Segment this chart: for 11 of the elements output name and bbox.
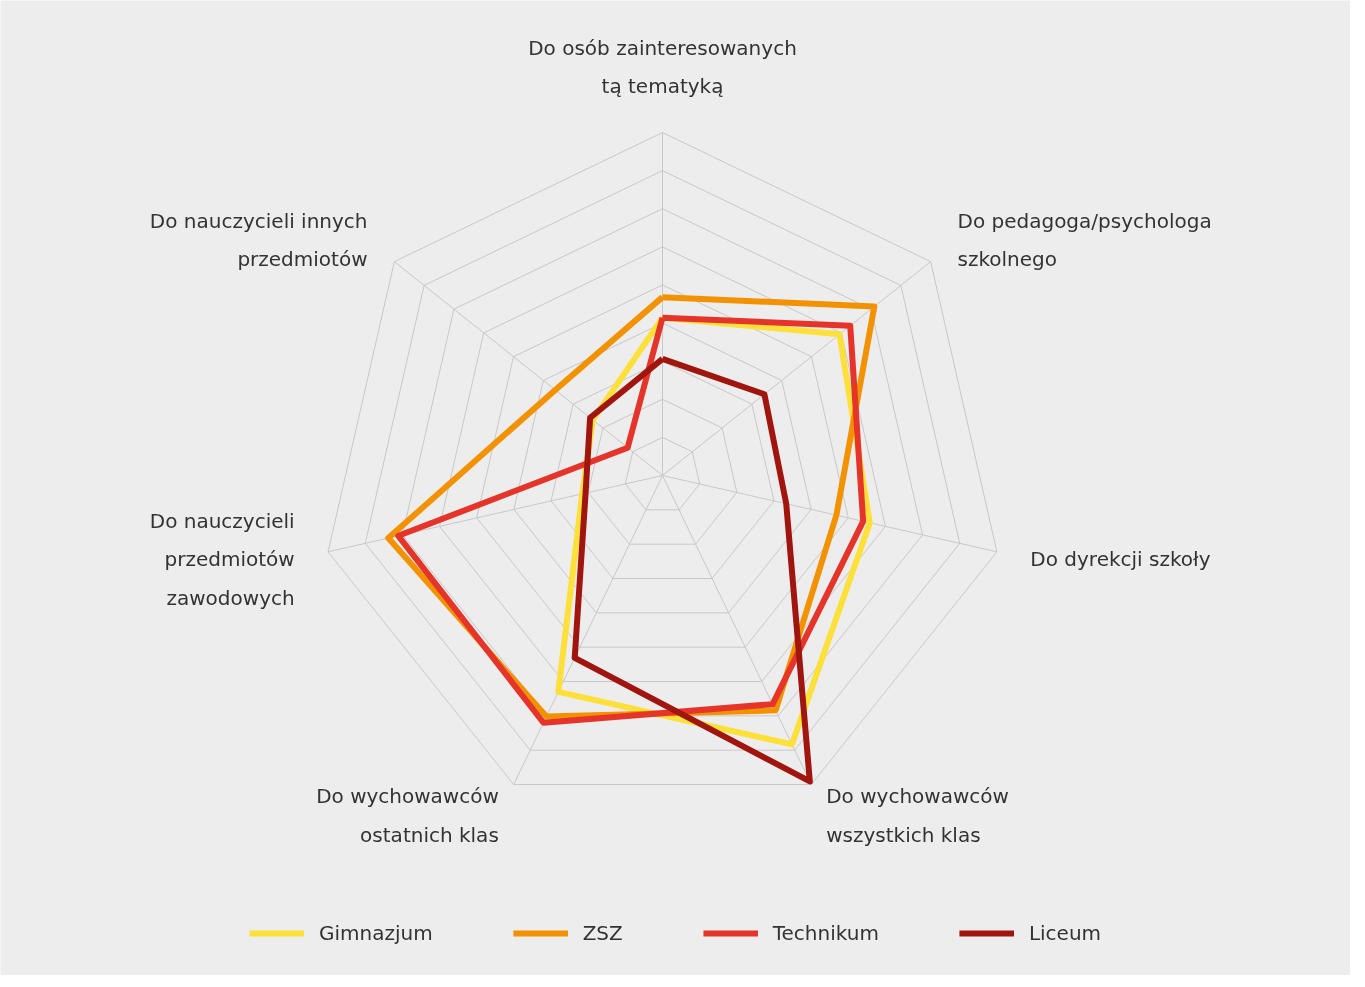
legend-label: Liceum — [1028, 921, 1102, 945]
legend-label: Technikum — [772, 921, 879, 945]
spoke-label: Do wychowawców wszystkich klas — [826, 784, 1009, 847]
legend-label: ZSZ — [582, 921, 623, 945]
spoke-label: Do dyrekcji szkoły — [1030, 547, 1211, 572]
spoke-label: Do pedagoga/psychologa szkolnego — [957, 209, 1212, 272]
spoke-label: Do osób zainteresowanych tą tematyką — [528, 35, 797, 99]
spoke-label: Do wychowawców ostatnich klas — [316, 784, 499, 847]
spoke-label: Do nauczycieli przedmiotów zawodowych — [149, 509, 295, 610]
legend-label: Gimnazjum — [318, 921, 433, 945]
spoke-label: Do nauczycieli innych przedmiotów — [149, 209, 368, 272]
